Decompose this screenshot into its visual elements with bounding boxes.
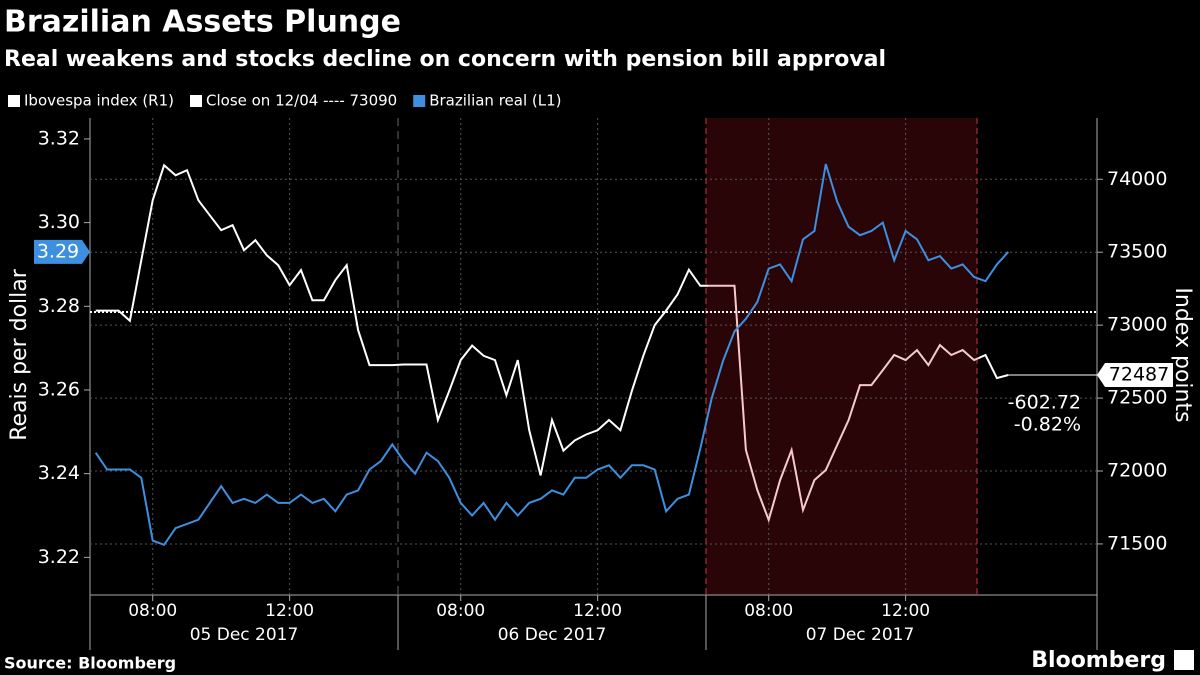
y2-tick-label: 72000 <box>1107 460 1167 482</box>
x-tick-label: 08:00 <box>128 601 177 621</box>
y2-tick-label: 72500 <box>1107 387 1167 409</box>
x-group-label: 07 Dec 2017 <box>806 625 915 645</box>
legend-label: Ibovespa index (R1) <box>24 92 174 110</box>
legend-swatch <box>190 95 202 107</box>
series-line <box>95 163 1009 524</box>
y2-tick-label: 73500 <box>1107 241 1167 263</box>
y-tick-label: 3.22 <box>38 546 80 568</box>
legend-label: Close on 12/04 ---- 73090 <box>206 92 397 110</box>
y2-tick-label: 71500 <box>1107 532 1167 554</box>
x-group-label: 06 Dec 2017 <box>498 625 607 645</box>
legend-swatch <box>8 95 20 107</box>
y-tick-label: 3.30 <box>38 211 80 233</box>
y-tick-label: 3.32 <box>38 127 80 149</box>
legend-swatch <box>413 95 426 107</box>
y-axis-label: Reais per dollar <box>7 268 32 441</box>
last-right-box <box>1097 363 1173 388</box>
last-change: -602.72 <box>1008 392 1081 414</box>
y-tick-label: 3.24 <box>38 462 80 484</box>
last-pct: -0.82% <box>1014 414 1081 436</box>
highlight-region <box>706 118 977 595</box>
y2-tick-label: 73000 <box>1107 314 1167 336</box>
y-tick-label: 3.28 <box>38 295 80 317</box>
series-line <box>94 163 1010 547</box>
brand-icon <box>1174 650 1194 670</box>
legend-label: Brazilian real (L1) <box>429 92 561 110</box>
x-tick-label: 12:00 <box>573 601 622 621</box>
y-tick-label: 3.26 <box>38 378 80 400</box>
x-group-label: 05 Dec 2017 <box>190 625 299 645</box>
chart-subtitle: Real weakens and stocks decline on conce… <box>4 47 886 72</box>
last-left-label: 3.29 <box>37 240 79 262</box>
brand: Bloomberg <box>1031 648 1166 673</box>
x-tick-label: 08:00 <box>744 601 793 621</box>
x-tick-label: 08:00 <box>436 601 485 621</box>
source: Source: Bloomberg <box>4 654 176 673</box>
chart-title: Brazilian Assets Plunge <box>4 5 401 40</box>
last-left-box <box>34 239 90 264</box>
last-right-label: 72487 <box>1109 364 1169 386</box>
x-tick-label: 12:00 <box>265 601 314 621</box>
y2-tick-label: 74000 <box>1107 168 1167 190</box>
y2-axis-label: Index points <box>1170 287 1195 422</box>
x-tick-label: 12:00 <box>881 601 930 621</box>
